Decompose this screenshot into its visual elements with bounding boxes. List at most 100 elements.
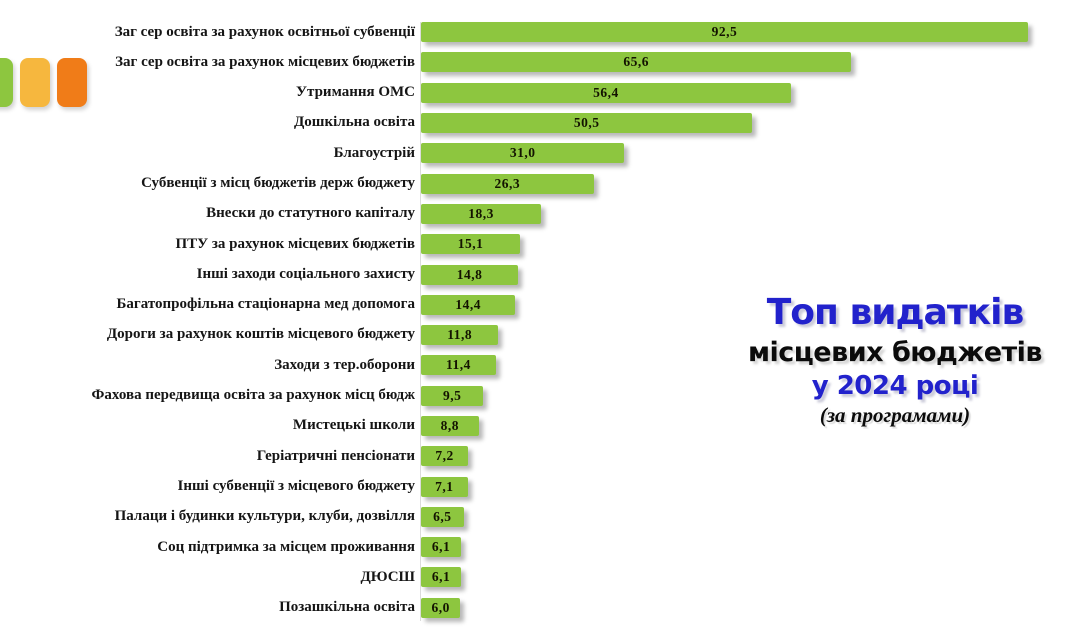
bar-chart: Заг сер освіта за рахунок освітньої субв… xyxy=(0,17,1077,623)
category-label: ДЮСШ xyxy=(360,568,415,585)
chart-row: Позашкільна освіта 6,0 xyxy=(0,593,1077,623)
chart-baseline xyxy=(420,22,421,621)
chart-row: Багатопрофільна стаціонарна мед допомога… xyxy=(0,290,1077,320)
chart-row: Утримання ОМС 56,4 xyxy=(0,78,1077,108)
bar: 7,1 xyxy=(421,476,468,497)
bar-value-label: 14,4 xyxy=(455,296,482,312)
bar-track: 65,6 xyxy=(421,52,1077,73)
yellow-square-icon xyxy=(20,58,50,107)
bar: 8,8 xyxy=(421,416,479,436)
green-square-icon xyxy=(0,58,13,107)
category-label: Позашкільна освіта xyxy=(279,599,415,616)
bar-value-label: 56,4 xyxy=(593,84,619,100)
bar-track: 6,1 xyxy=(421,537,1077,558)
bar-value-label: 65,6 xyxy=(623,54,649,70)
bar-track: 6,0 xyxy=(421,597,1077,618)
bar: 7,2 xyxy=(421,446,469,467)
bar: 92,5 xyxy=(421,22,1028,43)
bar-track: 15,1 xyxy=(421,234,1077,255)
orange-square-icon xyxy=(57,58,87,107)
decor-squares xyxy=(0,58,87,107)
chart-row: Заходи з тер.оборони 11,4 xyxy=(0,350,1077,380)
bar-track: 6,1 xyxy=(421,567,1077,588)
chart-row: Інші заходи соціального захисту 14,8 xyxy=(0,259,1077,289)
category-label: Палаци і будинки культури, клуби, дозвіл… xyxy=(114,508,415,525)
bar-track: 11,4 xyxy=(421,355,1077,376)
chart-row: Мистецькі школи 8,8 xyxy=(0,411,1077,441)
bar-value-label: 8,8 xyxy=(440,418,460,433)
title-line-3: у 2024 році xyxy=(811,371,979,402)
category-label: Багатопрофільна стаціонарна мед допомога xyxy=(116,296,415,313)
chart-row: Фахова передвища освіта за рахунок місц … xyxy=(0,381,1077,411)
bar: 31,0 xyxy=(421,143,625,164)
category-label: Заходи з тер.оборони xyxy=(274,356,415,373)
category-label: Інші субвенції з місцевого бюджету xyxy=(177,477,415,494)
bar-value-label: 11,8 xyxy=(447,327,473,343)
category-label: Фахова передвища освіта за рахунок місц … xyxy=(91,387,415,404)
bar-value-label: 7,1 xyxy=(435,478,454,494)
bar-track: 56,4 xyxy=(421,82,1077,103)
chart-row: Благоустрій 31,0 xyxy=(0,138,1077,168)
bar-value-label: 50,5 xyxy=(573,115,600,131)
bar: 6,1 xyxy=(421,567,462,588)
bar-track: 50,5 xyxy=(421,113,1077,134)
chart-row: ПТУ за рахунок місцевих бюджетів 15,1 xyxy=(0,229,1077,259)
bar-value-label: 26,3 xyxy=(494,175,521,191)
category-label: Соц підтримка за місцем проживання xyxy=(157,538,415,555)
bar-track: 92,5 xyxy=(421,22,1077,43)
bar-track: 9,5 xyxy=(421,385,1077,406)
bar: 11,8 xyxy=(421,325,499,346)
bar-track: 8,8 xyxy=(421,416,1077,436)
bar-track: 31,0 xyxy=(421,143,1077,164)
bar-value-label: 92,5 xyxy=(711,24,738,40)
category-label: Геріатричні пенсіонати xyxy=(256,447,415,464)
bar: 50,5 xyxy=(421,113,753,134)
bar-track: 7,2 xyxy=(421,446,1077,467)
bar: 6,0 xyxy=(421,597,461,618)
chart-row: Дошкільна освіта 50,5 xyxy=(0,108,1077,138)
chart-row: Інші субвенції з місцевого бюджету 7,1 xyxy=(0,471,1077,501)
bar-track: 18,3 xyxy=(421,203,1077,224)
chart-row: Дороги за рахунок коштів місцевого бюдже… xyxy=(0,320,1077,350)
bar-value-label: 14,8 xyxy=(456,266,483,282)
bar-track: 26,3 xyxy=(421,173,1077,194)
bar: 15,1 xyxy=(421,234,521,255)
bar-track: 14,4 xyxy=(421,294,1077,315)
bar: 9,5 xyxy=(421,385,484,406)
bar-value-label: 6,1 xyxy=(431,539,451,555)
title-line-2: місцевих бюджетів xyxy=(747,337,1043,369)
category-label: Дошкільна освіта xyxy=(293,114,415,131)
category-label: Внески до статутного капіталу xyxy=(206,205,415,222)
bar: 65,6 xyxy=(421,52,852,73)
bar: 56,4 xyxy=(421,82,791,103)
bar-track: 6,5 xyxy=(421,506,1077,527)
category-label: Утримання ОМС xyxy=(296,84,415,101)
category-label: Дороги за рахунок коштів місцевого бюдже… xyxy=(106,326,415,343)
title-line-1: Топ видатків xyxy=(766,292,1025,333)
bar-value-label: 6,5 xyxy=(433,508,452,524)
category-label: ПТУ за рахунок місцевих бюджетів xyxy=(175,235,415,252)
title-subtitle: (за програмами) xyxy=(819,402,971,427)
chart-row: ДЮСШ 6,1 xyxy=(0,562,1077,592)
bar: 14,8 xyxy=(421,264,519,285)
bar-value-label: 11,4 xyxy=(445,357,471,373)
bar: 18,3 xyxy=(421,203,542,224)
category-label: Мистецькі школи xyxy=(292,417,415,434)
category-label: Субвенції з місц бюджетів держ бюджету xyxy=(141,174,415,191)
bar-track: 7,1 xyxy=(421,476,1077,497)
bar-value-label: 31,0 xyxy=(509,145,536,161)
bar-track: 11,8 xyxy=(421,325,1077,346)
category-label: Інші заходи соціального захисту xyxy=(196,265,415,282)
bar-value-label: 7,2 xyxy=(435,448,454,464)
bar: 11,4 xyxy=(421,355,496,376)
category-label: Заг сер освіта за рахунок освітньої субв… xyxy=(114,23,415,40)
bar-value-label: 6,1 xyxy=(431,569,451,585)
chart-row: Заг сер освіта за рахунок місцевих бюдже… xyxy=(0,47,1077,77)
chart-row: Заг сер освіта за рахунок освітньої субв… xyxy=(0,17,1077,47)
bar: 6,5 xyxy=(421,506,464,527)
bar-value-label: 15,1 xyxy=(457,236,484,252)
chart-title-block: Топ видатків місцевих бюджетів у 2024 ро… xyxy=(718,292,1072,427)
chart-row: Внески до статутного капіталу 18,3 xyxy=(0,199,1077,229)
category-label: Благоустрій xyxy=(333,144,415,161)
bar-value-label: 18,3 xyxy=(468,205,494,221)
